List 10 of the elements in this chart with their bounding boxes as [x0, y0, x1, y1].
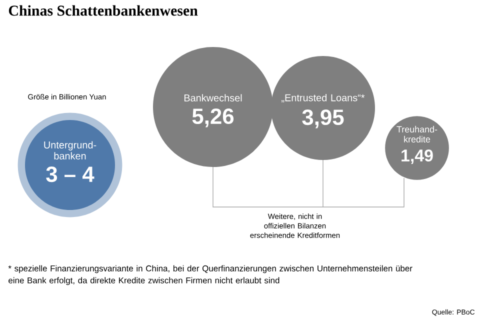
data-label: 3 – 4 [46, 166, 94, 182]
data-label: 5,26 [192, 108, 234, 128]
text: * spezielle Finanzierungsvariante in China, bei der Querfinanzierungen zwischen Unternehmensteilen über eine Bank erfolgt, da direkte Kredite zwischen Firmen nicht erlaubt sind [8, 265, 412, 286]
data-label: 1,49 [402, 150, 433, 164]
category-label: Treuhand- kredite [396, 126, 438, 142]
data-label: 3,95 [302, 110, 344, 128]
category-label: Untergrund- banken [44, 141, 96, 160]
category-label: Bankwechsel [184, 94, 242, 102]
text: Chinas Schattenbankenwesen [8, 5, 198, 16]
category-label: „Entrusted Loans“* [282, 94, 365, 102]
